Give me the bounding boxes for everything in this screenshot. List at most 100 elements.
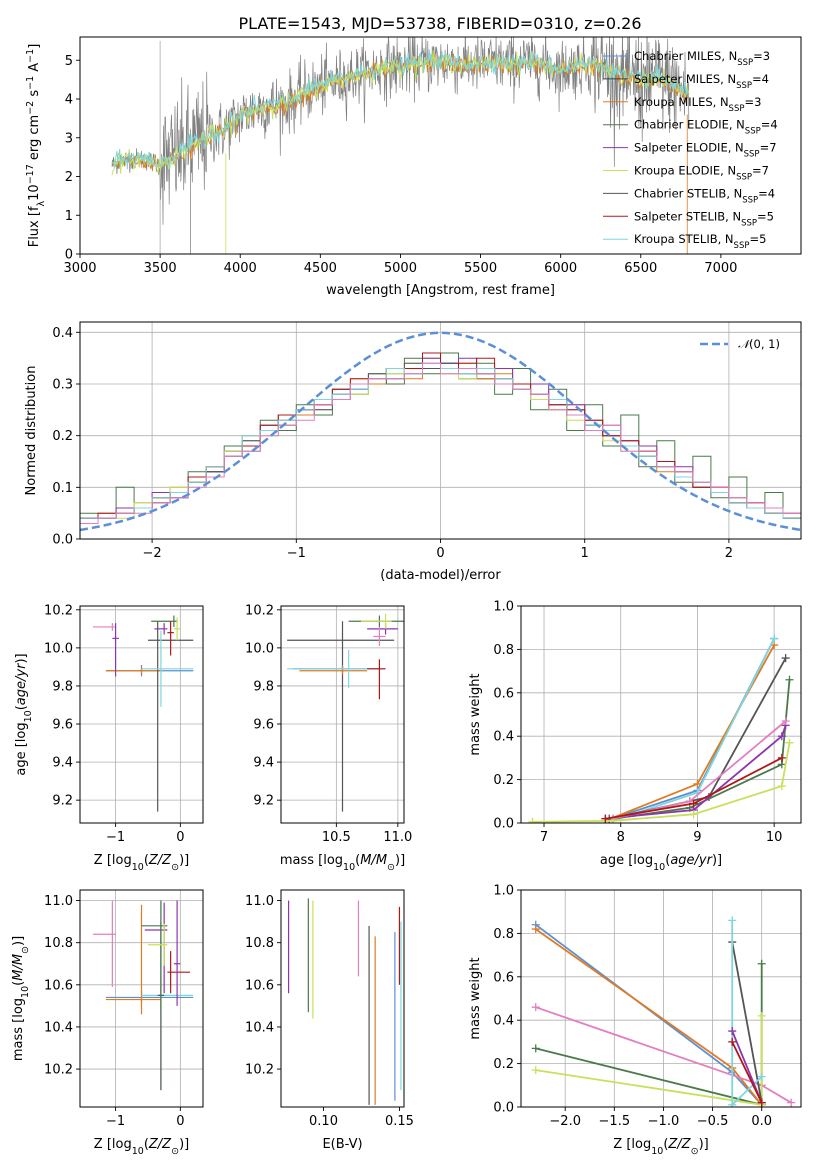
x-axis-label: age [log10(age/yr)] bbox=[600, 853, 722, 873]
weight-marker bbox=[693, 779, 702, 788]
label-part: Flux [f bbox=[27, 206, 42, 247]
label-part: ( bbox=[355, 853, 360, 868]
legend-label-sub: SSP bbox=[729, 104, 745, 114]
label-part: −17 bbox=[25, 164, 36, 184]
y-tick-label: 0.4 bbox=[52, 326, 73, 341]
plot-area bbox=[80, 331, 801, 539]
x-tick-label: 9 bbox=[693, 830, 701, 845]
label-part: ⊙ bbox=[691, 1146, 699, 1157]
weight-marker bbox=[787, 1098, 796, 1107]
axes-frame bbox=[280, 889, 405, 1108]
x-tick-label: 1 bbox=[581, 546, 589, 561]
y-tick-label: 0.3 bbox=[52, 378, 73, 393]
y-tick-label: 2 bbox=[65, 170, 73, 185]
y-tick-label: 1 bbox=[65, 209, 73, 224]
label-part: )] bbox=[712, 853, 722, 868]
legend-label-sub: SSP bbox=[741, 218, 757, 228]
legend-label-base: Kroupa MILES, N bbox=[634, 95, 729, 109]
label-part: ( bbox=[663, 1137, 668, 1152]
label-part: )] bbox=[179, 1137, 189, 1152]
x-tick-label: 3500 bbox=[144, 261, 177, 276]
legend-label-tail: =5 bbox=[757, 209, 774, 223]
plot-area bbox=[92, 900, 194, 1091]
x-tick-label: 0.10 bbox=[309, 1114, 338, 1129]
panel-mass-age: 10.5 11.0 9.2 9.4 9.6 9.8 10.0 10.2 mass [log10(… bbox=[245, 603, 412, 872]
label-part: −1 bbox=[25, 49, 36, 63]
y-tick-label: 10.2 bbox=[44, 1063, 73, 1078]
x-tick-label: 8 bbox=[617, 830, 625, 845]
model-spectrum bbox=[111, 49, 690, 170]
y-tick-label: 0.0 bbox=[493, 1101, 514, 1116]
legend-label-base: Salpeter STELIB, N bbox=[634, 209, 741, 223]
weight-marker bbox=[531, 925, 540, 934]
legend-label-tail: =5 bbox=[749, 232, 766, 246]
x-tick-label: 0 bbox=[176, 830, 184, 845]
legend-label-tail: =3 bbox=[753, 49, 770, 63]
weight-marker bbox=[689, 799, 698, 808]
label-part: 10 bbox=[27, 184, 42, 201]
label-part: 10 bbox=[23, 710, 34, 722]
legend-label: Chabrier MILES, NSSP=3 bbox=[634, 49, 770, 68]
y-axis-label: mass weight bbox=[468, 957, 483, 1039]
y-tick-label: 0.2 bbox=[493, 773, 514, 788]
y-axis-label: age [log10(age/yr)] bbox=[14, 653, 34, 775]
y-tick-label: 10.8 bbox=[245, 936, 274, 951]
weight-marker bbox=[785, 675, 794, 684]
label-part: erg cm bbox=[27, 115, 42, 164]
axes-frame bbox=[79, 605, 204, 824]
y-tick-label: 11.0 bbox=[245, 894, 274, 909]
legend-label-base: Salpeter ELODIE, N bbox=[634, 141, 744, 155]
weight-marker bbox=[770, 634, 779, 643]
legend-label-base: Chabrier STELIB, N bbox=[634, 186, 742, 200]
label-part: 10 bbox=[20, 986, 31, 998]
label-part: age/yr bbox=[14, 662, 29, 705]
model-spectrum bbox=[111, 50, 690, 176]
y-tick-label: 10.8 bbox=[44, 936, 73, 951]
x-tick-label: 5500 bbox=[464, 261, 497, 276]
label-part: ⊙ bbox=[387, 862, 395, 873]
legend-label-base: Salpeter MILES, N bbox=[634, 72, 736, 86]
y-tick-label: 9.8 bbox=[253, 679, 274, 694]
x-tick-label: 0 bbox=[176, 1114, 184, 1129]
y-tick-label: 1.0 bbox=[493, 884, 514, 899]
legend-label: Kroupa MILES, NSSP=3 bbox=[634, 95, 761, 114]
x-tick-label: 4000 bbox=[224, 261, 257, 276]
legend-label-tail: =4 bbox=[761, 118, 778, 132]
label-part: E(B-V) bbox=[322, 1137, 362, 1152]
y-tick-label: 0 bbox=[65, 248, 73, 263]
x-tick-label: −1 bbox=[106, 830, 125, 845]
legend-label: Salpeter STELIB, NSSP=5 bbox=[634, 209, 774, 228]
normal-reference-curve bbox=[80, 331, 801, 532]
label-part: 10 bbox=[132, 862, 144, 873]
legend-label: Salpeter MILES, NSSP=4 bbox=[634, 72, 769, 91]
legend: 𝒩(0, 1) bbox=[700, 337, 780, 351]
legend-label-base: Chabrier MILES, N bbox=[634, 49, 737, 63]
x-axis-label: Z [log10(Z/Z⊙)] bbox=[94, 853, 189, 873]
label-part: −2 bbox=[25, 101, 36, 115]
x-tick-label: 11.0 bbox=[383, 830, 412, 845]
x-tick-label: 5000 bbox=[384, 261, 417, 276]
label-part: λ bbox=[36, 200, 47, 206]
y-axis-label: mass [log10(M/M⊙)] bbox=[11, 936, 31, 1061]
histogram-salpeter-stelib bbox=[80, 352, 801, 539]
x-tick-label: 10 bbox=[766, 830, 783, 845]
plot-area bbox=[111, 37, 690, 254]
y-tick-label: 1.0 bbox=[493, 600, 514, 615]
label-part: 10 bbox=[343, 862, 355, 873]
weight-line bbox=[731, 1041, 763, 1104]
label-part: ( bbox=[144, 853, 149, 868]
legend-label-base: Kroupa STELIB, N bbox=[634, 232, 734, 246]
y-tick-label: 3 bbox=[65, 131, 73, 146]
label-part: Z/Z bbox=[667, 1137, 691, 1152]
legend-label: Kroupa ELODIE, NSSP=7 bbox=[634, 164, 769, 183]
label-part: −1 bbox=[25, 76, 36, 90]
weight-marker bbox=[757, 1072, 766, 1081]
y-tick-label: 10.2 bbox=[245, 603, 274, 618]
x-axis-label: (data-model)/error bbox=[380, 568, 501, 583]
x-tick-label: 4500 bbox=[304, 261, 337, 276]
label-part: 10 bbox=[651, 1146, 663, 1157]
weight-marker bbox=[777, 782, 786, 791]
label-part: ⊙ bbox=[171, 1146, 179, 1157]
x-axis-label: wavelength [Angstrom, rest frame] bbox=[326, 283, 555, 298]
label-part: 10 bbox=[653, 862, 665, 873]
